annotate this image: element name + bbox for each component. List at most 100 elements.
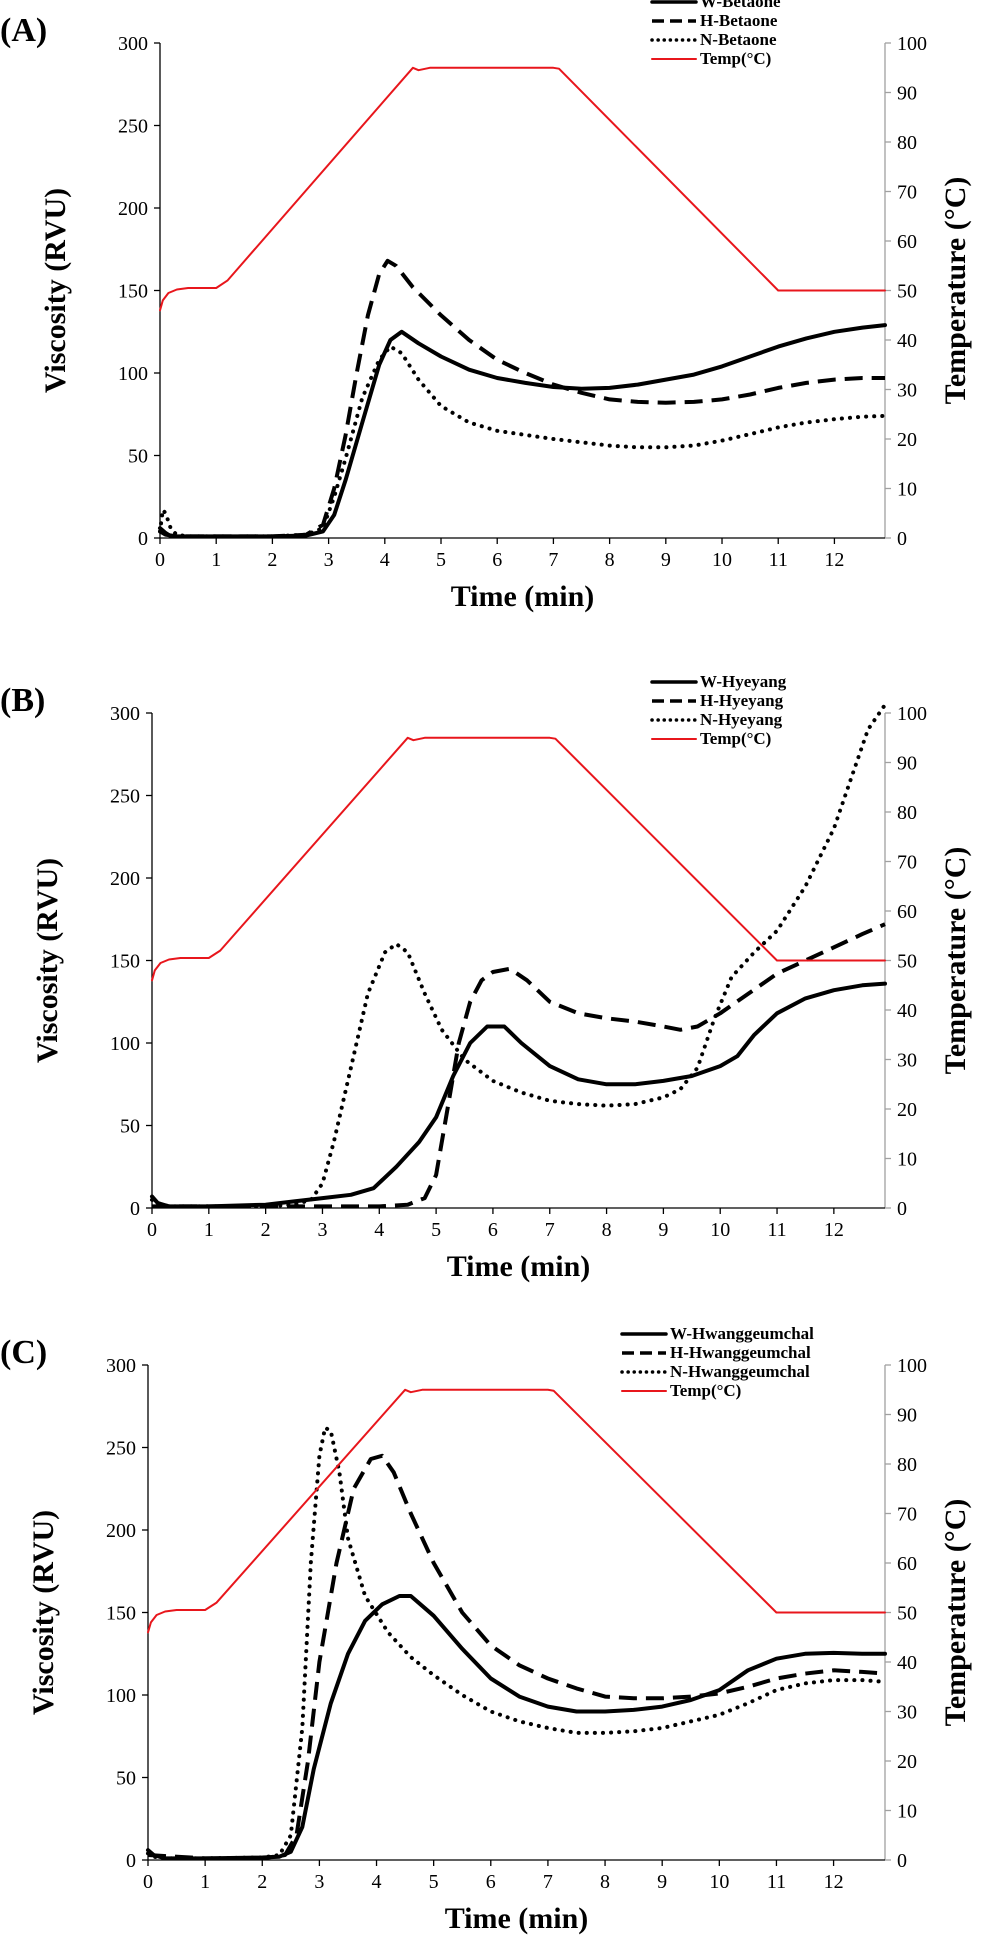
y2-tick-label: 100 <box>897 33 927 55</box>
x-tick-label: 5 <box>436 549 446 571</box>
y2-tick-label: 90 <box>897 83 917 105</box>
x-tick-label: 7 <box>543 1871 553 1893</box>
x-tick-label: 4 <box>380 549 390 571</box>
chart-panel-b: 0 50 100 150 200 250 300 0 10 20 30 40 50 60 70 80 90 100… <box>0 650 989 1300</box>
y2-tick-label: 20 <box>897 429 917 451</box>
y-tick-label: 250 <box>110 786 140 808</box>
series-line-h-hwanggeumchal <box>147 1453 886 1861</box>
y2-tick-label: 20 <box>897 1099 917 1121</box>
y2-axis-title: Temperature (°C) <box>939 177 972 405</box>
x-tick-label: 9 <box>657 1871 667 1893</box>
y2-tick-label: 70 <box>897 182 917 204</box>
chart-panel-a: 0 50 100 150 200 250 300 0 10 20 30 40 50 60 70 80 90 100… <box>0 0 989 650</box>
x-tick-label: 1 <box>200 1871 210 1893</box>
series-line-w-betaone <box>158 323 887 539</box>
x-tick-label: 0 <box>155 549 165 571</box>
y-tick-label: 250 <box>106 1438 136 1460</box>
x-tick-label: 9 <box>658 1219 668 1241</box>
y2-tick-label: 100 <box>897 703 927 725</box>
plot-area <box>146 1388 887 1861</box>
y-tick-label: 200 <box>106 1520 136 1542</box>
legend-label: N-Hwanggeumchal <box>670 1362 810 1381</box>
y2-tick-label: 30 <box>897 380 917 402</box>
y-tick-label: 200 <box>110 868 140 890</box>
x-tick-label: 8 <box>605 549 615 571</box>
y-axis-title: Viscosity (RVU) <box>31 858 64 1063</box>
y2-axis-title: Temperature (°C) <box>939 847 972 1075</box>
y-tick-label: 50 <box>120 1116 140 1138</box>
legend-label: H-Betaone <box>700 11 778 30</box>
y2-tick-label: 50 <box>897 281 917 303</box>
x-tick-label: 6 <box>492 549 502 571</box>
y2-tick-label: 70 <box>897 852 917 874</box>
y-tick-label: 100 <box>118 363 148 385</box>
y2-tick-label: 60 <box>897 231 917 253</box>
x-tick-label: 10 <box>709 1871 729 1893</box>
y-tick-label: 50 <box>116 1768 136 1790</box>
x-tick-label: 3 <box>314 1871 324 1893</box>
legend-label: W-Hwanggeumchal <box>670 1324 814 1343</box>
y2-tick-label: 0 <box>897 1850 907 1872</box>
y2-tick-label: 30 <box>897 1702 917 1724</box>
y2-tick-label: 80 <box>897 802 917 824</box>
y2-tick-label: 60 <box>897 1553 917 1575</box>
y2-tick-label: 50 <box>897 951 917 973</box>
y2-tick-label: 40 <box>897 330 917 352</box>
y-tick-label: 0 <box>126 1850 136 1872</box>
x-tick-label: 4 <box>374 1219 384 1241</box>
x-tick-label: 9 <box>661 549 671 571</box>
y-tick-label: 100 <box>110 1033 140 1055</box>
legend-label: N-Betaone <box>700 30 777 49</box>
y-tick-label: 200 <box>118 198 148 220</box>
y2-tick-label: 10 <box>897 479 917 501</box>
plot-area <box>158 66 887 539</box>
panel-label: (C) <box>0 1334 47 1371</box>
series-line-temp-c <box>147 1388 886 1634</box>
y2-tick-label: 100 <box>897 1355 927 1377</box>
y2-tick-label: 50 <box>897 1603 917 1625</box>
legend-label: Temp(°C) <box>700 729 771 748</box>
y2-tick-label: 20 <box>897 1751 917 1773</box>
series-line-n-hwanggeumchal <box>146 1425 887 1861</box>
legend-label: W-Betaone <box>700 0 781 11</box>
y2-tick-label: 40 <box>897 1000 917 1022</box>
y-tick-label: 50 <box>128 446 148 468</box>
x-tick-label: 2 <box>257 1871 267 1893</box>
y2-tick-label: 80 <box>897 132 917 154</box>
legend-label: Temp(°C) <box>670 1381 741 1400</box>
x-tick-label: 7 <box>548 549 558 571</box>
x-tick-label: 2 <box>261 1219 271 1241</box>
series-line-temp-c <box>151 736 886 982</box>
y-tick-label: 300 <box>118 33 148 55</box>
x-tick-label: 5 <box>431 1219 441 1241</box>
x-tick-label: 0 <box>147 1219 157 1241</box>
legend-label: W-Hyeyang <box>700 672 787 691</box>
x-tick-label: 12 <box>824 549 844 571</box>
y-tick-label: 250 <box>118 116 148 138</box>
legend-label: H-Hwanggeumchal <box>670 1343 811 1362</box>
series-line-n-betaone <box>158 344 887 539</box>
y-tick-label: 100 <box>106 1685 136 1707</box>
x-tick-label: 12 <box>824 1219 844 1241</box>
x-tick-label: 5 <box>429 1871 439 1893</box>
chart-svg: 0501001502002503000102030405060708090100… <box>0 0 972 613</box>
y2-tick-label: 90 <box>897 1405 917 1427</box>
y-tick-label: 150 <box>106 1603 136 1625</box>
y2-tick-label: 60 <box>897 901 917 923</box>
y-axis-title: Viscosity (RVU) <box>27 1510 60 1715</box>
y2-tick-label: 80 <box>897 1454 917 1476</box>
y2-tick-label: 70 <box>897 1504 917 1526</box>
series-line-h-betaone <box>158 258 885 539</box>
x-tick-label: 2 <box>267 549 277 571</box>
series-line-n-hyeyang <box>150 702 887 1209</box>
x-axis-title: Time (min) <box>451 580 595 613</box>
y2-tick-label: 0 <box>897 528 907 550</box>
x-tick-label: 0 <box>143 1871 153 1893</box>
x-tick-label: 1 <box>204 1219 214 1241</box>
x-tick-label: 7 <box>545 1219 555 1241</box>
x-tick-label: 3 <box>324 549 334 571</box>
y2-tick-label: 10 <box>897 1801 917 1823</box>
x-axis-title: Time (min) <box>447 1250 591 1283</box>
x-tick-label: 4 <box>372 1871 382 1893</box>
